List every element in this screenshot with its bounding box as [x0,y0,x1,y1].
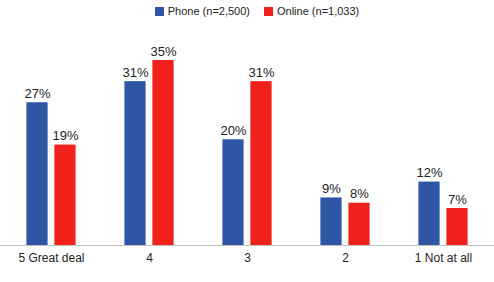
html-text:Phone (n=2,500): Phone (n=2,500) [167,5,250,17]
svg-text:7%: 7% [448,192,467,207]
svg-text:12%: 12% [416,165,442,180]
svg-text:5 Great deal: 5 Great deal [18,251,84,265]
svg-text:9%: 9% [322,181,341,196]
svg-text:35%: 35% [150,44,176,59]
svg-text:8%: 8% [350,186,369,201]
svg-text:2: 2 [342,251,349,265]
svg-text:20%: 20% [220,123,246,138]
svg-text:1 Not at all: 1 Not at all [415,251,472,265]
html-text:Online (n=1,033): Online (n=1,033) [277,5,360,17]
svg-text:31%: 31% [248,65,274,80]
svg-text:27%: 27% [24,86,50,101]
svg-text:31%: 31% [122,65,148,80]
svg-text:3: 3 [244,251,251,265]
svg-text:4: 4 [146,251,153,265]
svg-text:19%: 19% [52,128,78,143]
